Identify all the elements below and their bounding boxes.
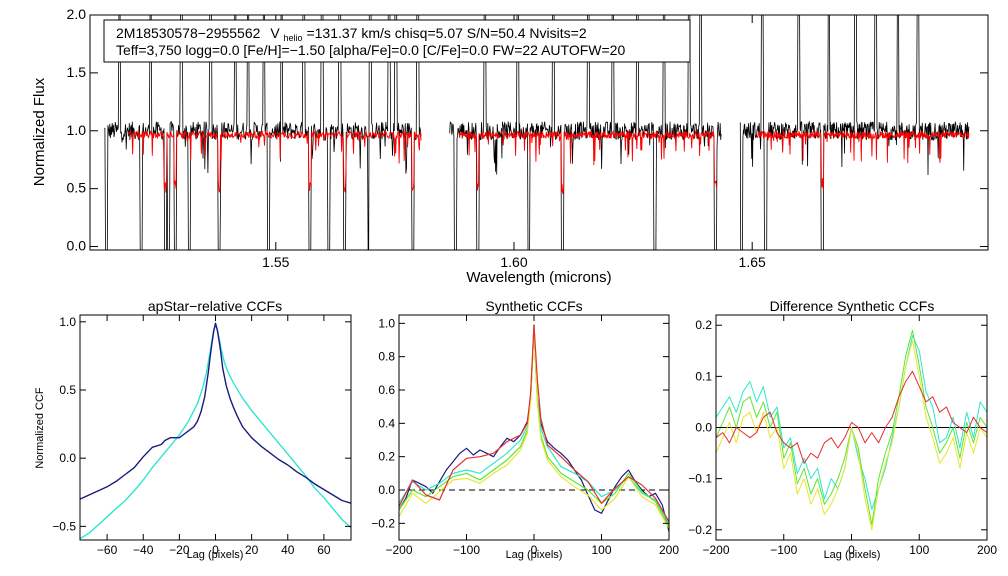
- y-tick-label: 1.0: [67, 122, 87, 138]
- x-tick-label: 200: [659, 543, 679, 557]
- spectrum-axes-frame: [89, 14, 989, 251]
- apstar-ccf-panel: apStar−relative CCFs −60 −40 −20 0 20 40 60 −0.…: [34, 298, 352, 561]
- y-tick-label: 0.8: [378, 350, 395, 364]
- ccf-series-3: [715, 340, 988, 531]
- x-tick-label: −100: [453, 543, 480, 557]
- apstar-ccf-ylabel: Normalized CCF: [34, 387, 46, 469]
- y-tick-label: 0.5: [59, 383, 76, 397]
- x-tick-label: 100: [591, 543, 611, 557]
- synthetic-ccf-title: Synthetic CCFs: [485, 298, 582, 314]
- difference-ccf-panel: Difference Synthetic CCFs −200 −100 0 100 20…: [688, 298, 997, 561]
- spectrum-xlabel: Wavelength (microns): [466, 269, 611, 286]
- x-tick-label: 0: [531, 543, 538, 557]
- y-tick-label: 0.4: [378, 416, 395, 430]
- y-tick-label: −0.2: [371, 516, 395, 530]
- annotation-line-1: 2M18530578−2955562 V helio =131.37 km/s …: [116, 25, 587, 44]
- spectrum-ticks: 1.55 1.60 1.65 0.0 0.5 1.0 1.5 2.0: [67, 6, 988, 270]
- y-tick-label: 1.0: [378, 316, 395, 330]
- synthetic-ccf-xlabel: Lag (pixels): [506, 549, 563, 561]
- difference-ccf-ticks: −200 −100 0 100 200 −0.2 −0.1 0.0 0.1 0.2: [688, 315, 997, 557]
- vhelio-subscript: helio: [284, 33, 303, 43]
- apstar-ccf-data-layer: [79, 322, 352, 540]
- model-spectrum-chip-3: [756, 129, 970, 191]
- y-tick-label: 0.0: [67, 238, 87, 254]
- model-spectrum-chip-1: [127, 129, 422, 193]
- apstar-ccf-title: apStar−relative CCFs: [148, 298, 282, 314]
- apstar-ccf-xlabel: Lag (pixels): [187, 549, 244, 561]
- synthetic-ccf-data-layer: [398, 324, 670, 532]
- x-tick-label: −100: [770, 543, 797, 557]
- y-tick-label: 2.0: [67, 6, 87, 22]
- star-id: 2M18530578−2955562: [116, 25, 261, 41]
- x-tick-label: −20: [169, 543, 190, 557]
- difference-ccf-data-layer: [715, 329, 988, 531]
- x-tick-label: 1.65: [739, 254, 766, 270]
- annotation-line-2: Teff=3,750 logg=0.0 [Fe/H]=−1.50 [alpha/…: [116, 42, 625, 58]
- y-tick-label: 0.0: [695, 421, 712, 435]
- x-tick-label: 60: [317, 543, 331, 557]
- synthetic-ccf-panel: Synthetic CCFs −200 −100 0 100 200 −0.2 0.0 0.2…: [371, 298, 679, 561]
- model-spectrum-chip-2: [458, 129, 717, 195]
- spectrum-ylabel: Normalized Flux: [31, 77, 48, 186]
- x-tick-label: 0: [212, 543, 219, 557]
- vhelio-and-stats: =131.37 km/s chisq=5.07 S/N=50.4 Nvisits…: [306, 25, 586, 41]
- y-tick-label: 0.5: [67, 180, 87, 196]
- y-tick-label: −0.1: [688, 472, 712, 486]
- y-tick-label: 0.2: [378, 450, 395, 464]
- y-tick-label: 0.6: [378, 383, 395, 397]
- vhelio-symbol: V: [270, 25, 280, 41]
- synthetic-ccf-ticks: −200 −100 0 100 200 −0.2 0.0 0.2 0.4 0.6 0.8 1.0: [371, 315, 679, 557]
- y-tick-label: 0.0: [378, 483, 395, 497]
- ccf-series-2: [79, 322, 352, 504]
- annotation-frame: [103, 19, 691, 63]
- y-tick-label: 0.2: [695, 318, 712, 332]
- y-tick-label: −0.5: [52, 519, 76, 533]
- x-tick-label: 200: [977, 543, 997, 557]
- ccf-series-5: [398, 324, 670, 522]
- x-tick-label: 40: [281, 543, 295, 557]
- x-tick-label: −200: [385, 543, 412, 557]
- x-tick-label: 0: [848, 543, 855, 557]
- x-tick-label: 100: [909, 543, 929, 557]
- apstar-ccf-ticks: −60 −40 −20 0 20 40 60 −0.5 0.0 0.5 1.0: [52, 315, 351, 557]
- ccf-series-4: [715, 370, 988, 464]
- y-tick-label: 0.0: [59, 451, 76, 465]
- difference-ccf-xlabel: Lag (pixels): [824, 549, 881, 561]
- y-tick-label: 0.1: [695, 369, 712, 383]
- annotation-box: 2M18530578−2955562 V helio =131.37 km/s …: [103, 19, 691, 63]
- x-tick-label: 1.55: [262, 254, 289, 270]
- x-tick-label: 20: [245, 543, 259, 557]
- y-tick-label: 1.5: [67, 64, 87, 80]
- y-tick-label: 1.0: [59, 315, 76, 329]
- x-tick-label: −40: [133, 543, 154, 557]
- x-tick-label: −60: [97, 543, 118, 557]
- x-tick-label: 1.60: [500, 254, 527, 270]
- difference-ccf-title: Difference Synthetic CCFs: [770, 298, 935, 314]
- x-tick-label: −200: [702, 543, 729, 557]
- y-tick-label: −0.2: [688, 523, 712, 537]
- spectrum-panel: 1.55 1.60 1.65 0.0 0.5 1.0 1.5 2.0 Wavelength (…: [31, 6, 989, 286]
